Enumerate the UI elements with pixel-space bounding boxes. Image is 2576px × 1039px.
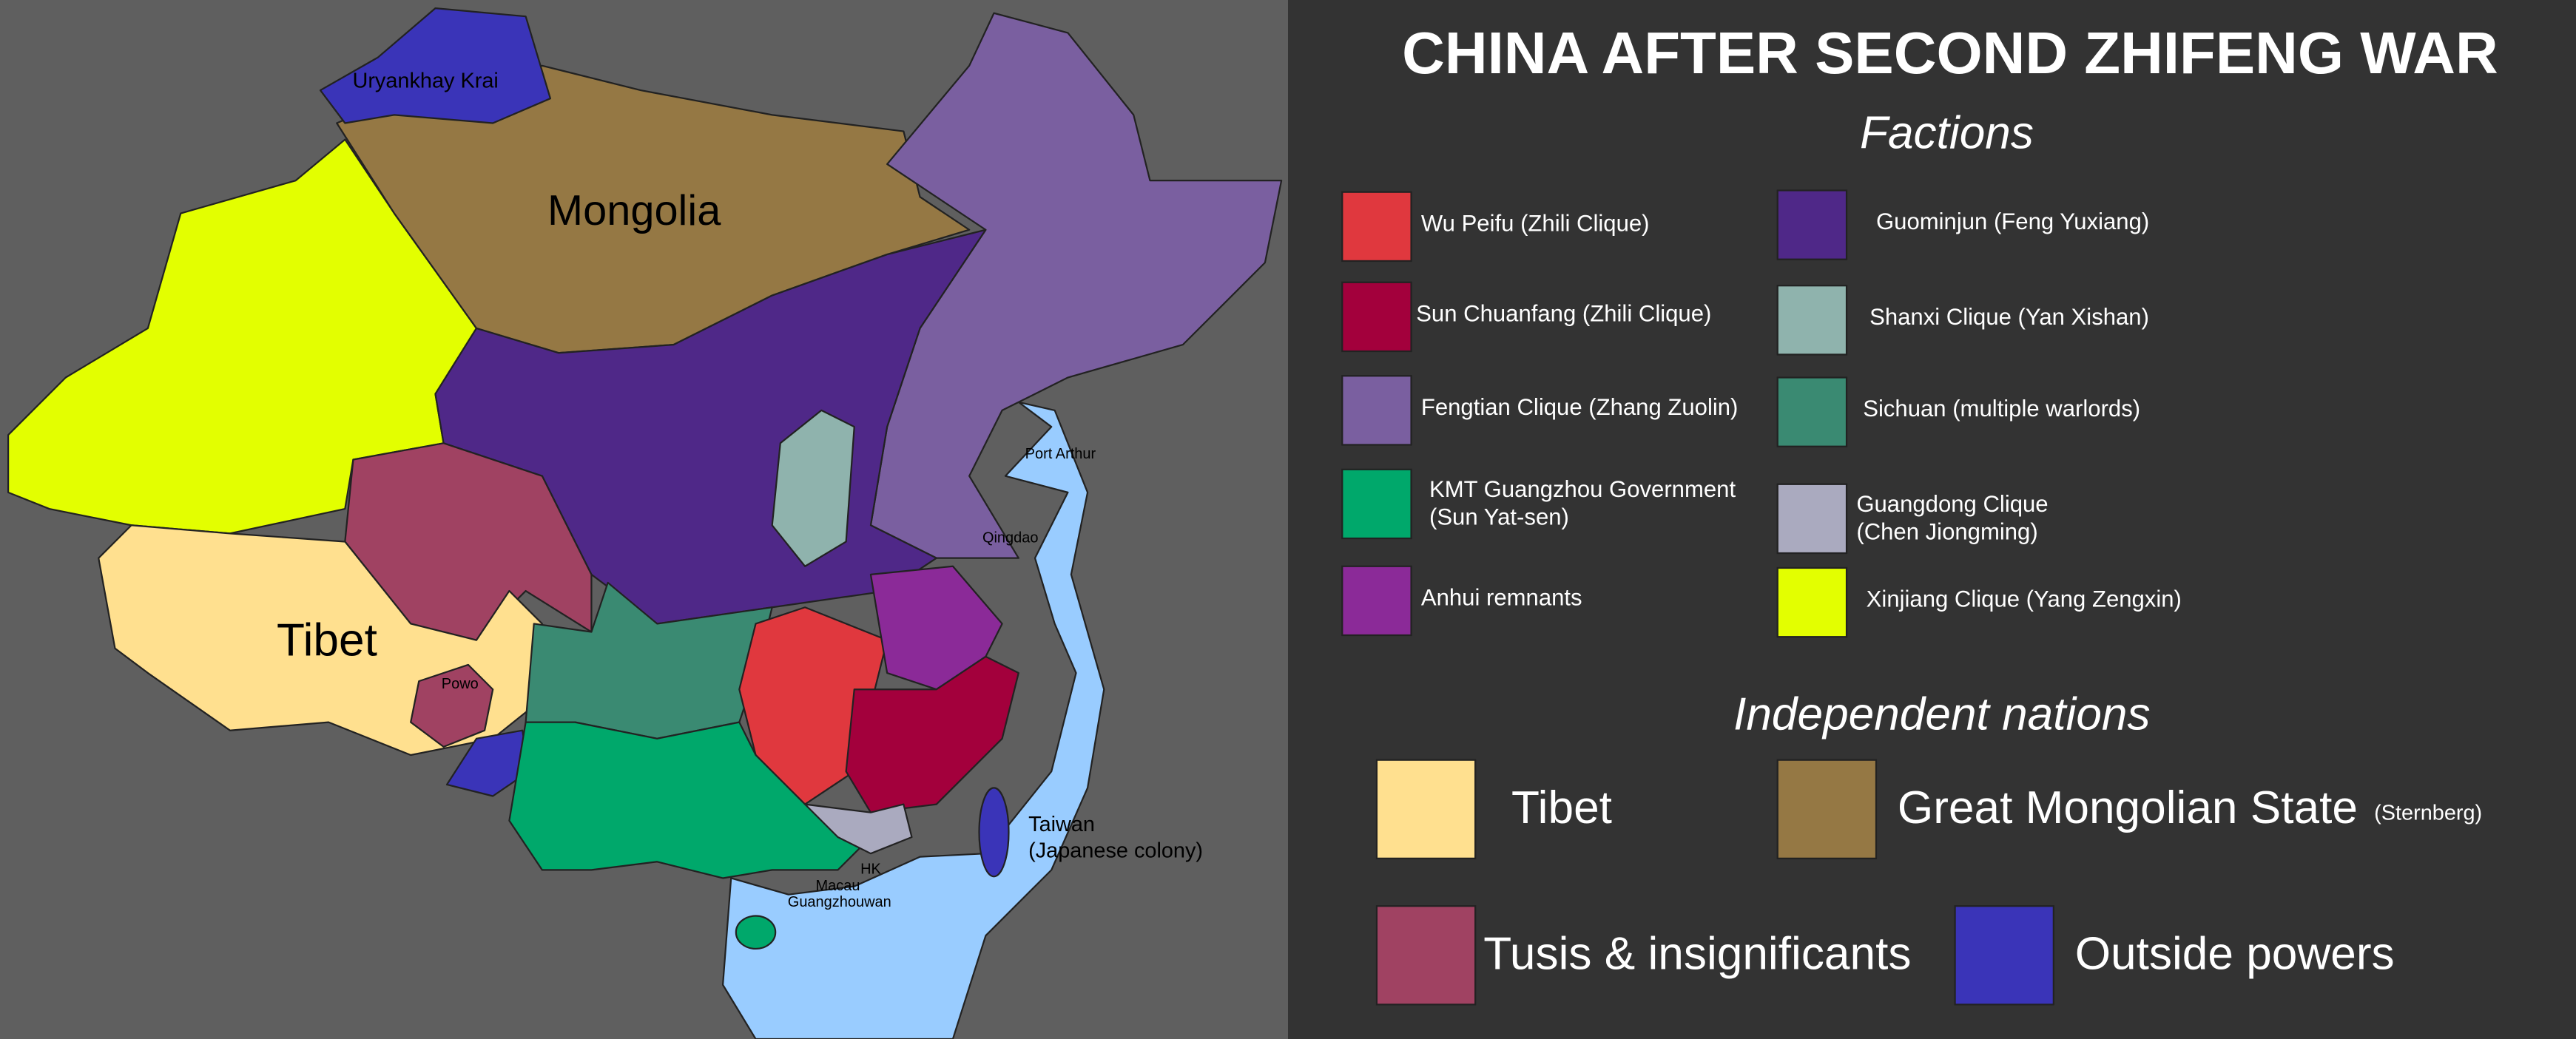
legend-swatch — [1341, 375, 1412, 446]
independent-heading: Independent nations — [1733, 688, 2150, 740]
legend-label: Fengtian Clique (Zhang Zuolin) — [1421, 394, 1739, 420]
legend-label: Guominjun (Feng Yuxiang) — [1876, 209, 2149, 234]
shanxi — [771, 409, 855, 567]
legend-swatch — [1776, 189, 1848, 260]
legend-swatch — [1341, 191, 1412, 263]
factions-heading: Factions — [1860, 108, 2034, 159]
map-label: Qingdao — [982, 529, 1039, 546]
legend-swatch — [1776, 376, 1848, 447]
map-regions — [7, 7, 1283, 1039]
map-label: Mongolia — [547, 187, 721, 234]
map-label: Taiwan — [1028, 813, 1095, 836]
guangdong — [804, 803, 913, 855]
legend-label: Tibet — [1511, 782, 1612, 833]
legend: Wu Peifu (Zhili Clique) Sun Chuanfang (Zh… — [1341, 189, 2482, 1006]
legend-label: (Sun Yat-sen) — [1429, 504, 1569, 530]
legend-label: Shanxi Clique (Yan Xishan) — [1869, 304, 2149, 330]
legend-swatch — [1341, 281, 1412, 353]
map-label: Powo — [442, 676, 479, 692]
kmt — [508, 721, 872, 879]
map-label: Port Arthur — [1025, 446, 1096, 462]
legend-label: Anhui remnants — [1421, 584, 1582, 610]
map-label: Macau — [816, 878, 860, 894]
legend-swatch — [1341, 565, 1412, 637]
map-label: HK — [860, 862, 881, 878]
hainan — [735, 915, 777, 950]
sun-chuanfang — [845, 655, 1019, 813]
legend-swatch — [1776, 285, 1848, 356]
legend-note: (Sternberg) — [2374, 802, 2482, 825]
map-label: (Japanese colony) — [1028, 839, 1203, 863]
legend-swatch — [1954, 905, 2054, 1006]
legend-label: Xinjiang Clique (Yang Zengxin) — [1867, 586, 2182, 612]
map-label: Guangzhouwan — [788, 894, 891, 910]
legend-swatch — [1776, 759, 1878, 859]
map-labels: Uryankhay Krai Mongolia Tibet Powo Port Arth… — [277, 70, 1203, 910]
map-label: Uryankhay Krai — [352, 70, 498, 93]
legend-swatch — [1375, 759, 1477, 859]
legend-label: (Chen Jiongming) — [1856, 519, 2037, 545]
powo — [410, 663, 494, 748]
title: CHINA AFTER SECOND ZHIFENG WAR — [1402, 20, 2498, 86]
legend-label: Wu Peifu (Zhili Clique) — [1421, 210, 1650, 236]
legend-label: Sun Chuanfang (Zhili Clique) — [1416, 300, 1711, 326]
sea — [721, 401, 1105, 1039]
legend-label: Guangdong Clique — [1856, 491, 2048, 517]
taiwan — [978, 787, 1010, 878]
legend-label: Great Mongolian State — [1898, 782, 2358, 833]
legend-label: Sichuan (multiple warlords) — [1863, 396, 2140, 422]
legend-swatch — [1776, 566, 1848, 638]
legend-panel — [1288, 0, 2576, 1039]
uryankhay — [319, 7, 552, 124]
legend-label: Outside powers — [2075, 928, 2395, 979]
map-label: Tibet — [277, 615, 377, 666]
legend-swatch — [1375, 905, 1477, 1006]
outside-south — [445, 729, 530, 797]
legend-label: KMT Guangzhou Government — [1429, 476, 1736, 502]
legend-swatch — [1341, 468, 1412, 540]
legend-label: Tusis & insignificants — [1483, 928, 1911, 979]
legend-swatch — [1776, 483, 1848, 555]
